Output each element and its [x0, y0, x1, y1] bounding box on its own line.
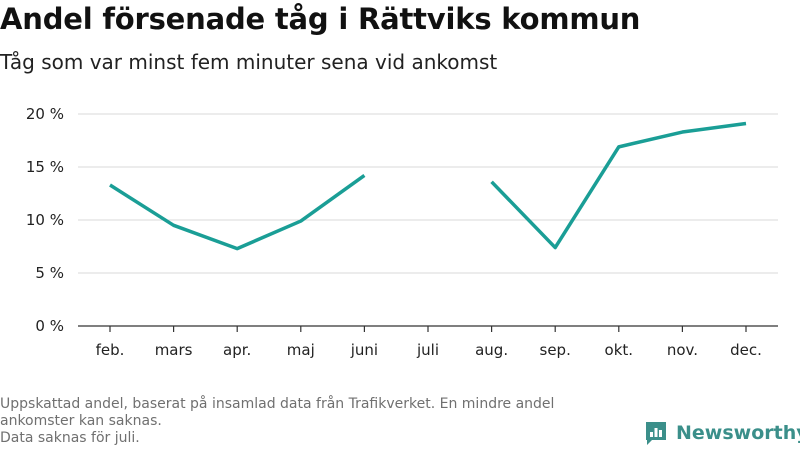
logo-text: Newsworthy: [676, 422, 800, 444]
x-tick-label: dec.: [730, 341, 762, 359]
chart-title: Andel försenade tåg i Rättviks kommun: [0, 2, 641, 36]
footnote-line-2: ankomster kan saknas.: [0, 413, 162, 429]
x-tick-label: maj: [287, 341, 315, 359]
x-tick-label: juli: [416, 341, 439, 359]
chart-subtitle: Tåg som var minst fem minuter sena vid a…: [0, 50, 498, 74]
y-tick-label: 0 %: [35, 317, 64, 335]
x-tick-label: juni: [350, 341, 378, 359]
speech-bar-chart-icon: [646, 422, 666, 445]
newsworthy-logo: Newsworthy: [644, 420, 800, 446]
series-line-segment: [109, 174, 366, 251]
y-tick-label: 20 %: [26, 105, 64, 123]
series-line-segment: [490, 121, 747, 250]
x-tick-label: nov.: [667, 341, 698, 359]
x-tick-label: aug.: [475, 341, 508, 359]
y-tick-label: 5 %: [35, 264, 64, 282]
y-tick-label: 10 %: [26, 211, 64, 229]
y-tick-label: 15 %: [26, 158, 64, 176]
footnote-line-1: Uppskattad andel, baserat på insamlad da…: [0, 396, 555, 412]
x-tick-label: mars: [155, 341, 193, 359]
footnote-line-3: Data saknas för juli.: [0, 430, 140, 446]
x-tick-label: sep.: [540, 341, 571, 359]
x-tick-label: apr.: [223, 341, 251, 359]
x-tick-label: okt.: [605, 341, 634, 359]
line-chart: 0 % 5 % 10 % 15 % 20 % feb. mars apr. maj juni jul…: [26, 105, 778, 359]
footnote: Uppskattad andel, baserat på insamlad da…: [0, 396, 640, 447]
x-tick-label: feb.: [96, 341, 125, 359]
